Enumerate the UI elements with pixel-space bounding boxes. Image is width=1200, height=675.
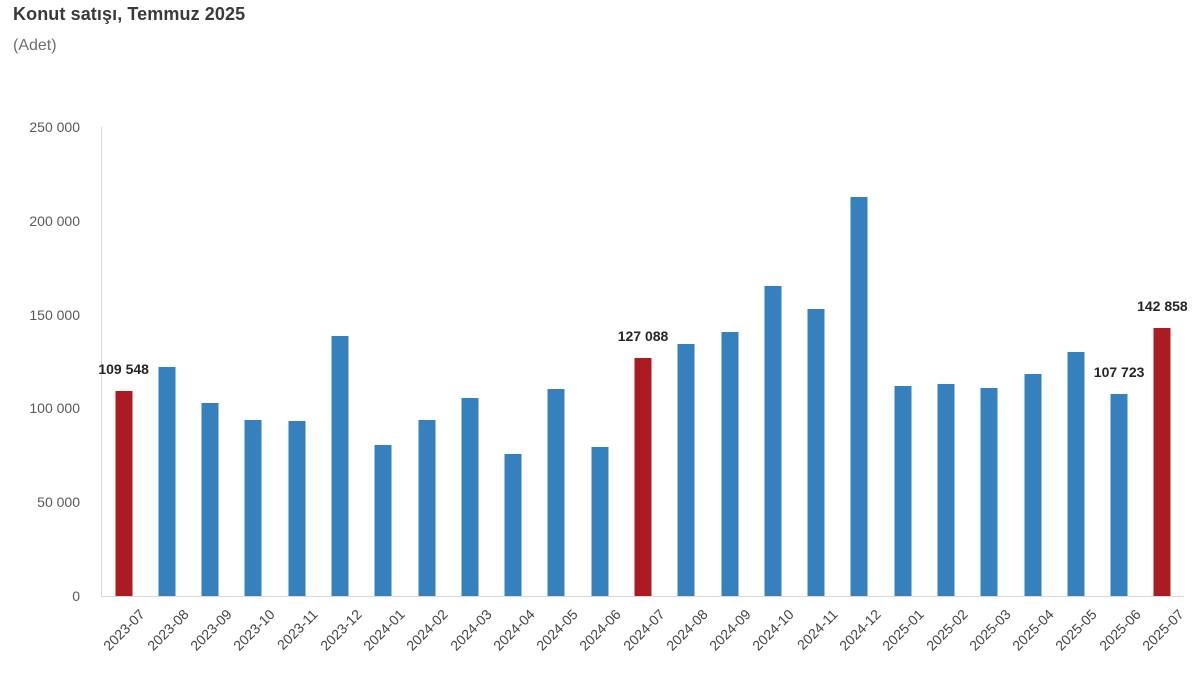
bar-value-label: 109 548: [98, 360, 149, 377]
x-axis-tick-label: 2023-07: [100, 606, 148, 654]
bar-slot: 2024-09: [706, 127, 754, 654]
bar-slot: 2023-10: [230, 127, 278, 654]
bar-slot: 2024-05: [533, 127, 581, 654]
x-axis-tick-label: 2025-06: [1095, 606, 1144, 654]
x-axis-tick-label: 2024-08: [662, 606, 711, 654]
x-axis-tick-label: 2023-12: [316, 606, 365, 654]
bar-slot: 2025-04: [1009, 127, 1057, 654]
bar: [374, 445, 392, 596]
x-axis-tick-label: 2023-10: [230, 606, 278, 654]
bar: [721, 331, 739, 596]
x-axis-tick-label: 2024-12: [836, 606, 884, 654]
bar: [1067, 352, 1085, 596]
x-axis-tick-label: 2025-02: [922, 606, 971, 654]
bar-slot: 2024-06: [576, 127, 624, 654]
bar-slot: 2025-02: [923, 127, 970, 654]
x-axis-tick-label: 2024-04: [489, 606, 538, 654]
x-axis-tick-label: 2024-03: [446, 606, 495, 654]
bar: [244, 420, 262, 596]
bar-slot: 107 723 2025-06: [1094, 127, 1145, 653]
x-axis-tick-label: 2025-04: [1009, 606, 1057, 654]
bar: [591, 447, 609, 596]
chart-title: Konut satışı, Temmuz 2025: [13, 4, 246, 24]
bar-value-label: 127 088: [617, 327, 669, 344]
bar: [937, 384, 955, 596]
bar: [980, 388, 998, 596]
x-axis-tick-label: 2023-08: [143, 606, 192, 654]
bar: [288, 420, 306, 596]
y-axis-tick-label: 100 000: [29, 400, 80, 417]
bar: [461, 398, 479, 596]
x-axis-tick-label: 2025-03: [965, 606, 1014, 654]
x-axis-tick-label: 2024-02: [403, 606, 451, 654]
y-axis-tick-label: 50 000: [37, 494, 80, 511]
bar-value-label: 142 858: [1137, 298, 1188, 314]
bar-slot: 109 548 2023-07: [98, 127, 149, 654]
x-axis-tick-label: 2024-11: [793, 606, 841, 653]
bar: [504, 454, 522, 596]
bar-value-label: 107 723: [1093, 363, 1145, 380]
bar: [764, 286, 782, 596]
bar-slot: 2024-01: [360, 127, 408, 654]
bar: [201, 403, 219, 596]
chart-unit-subtitle: (Adet): [13, 37, 57, 54]
x-axis-tick-label: 2024-06: [576, 606, 625, 654]
y-axis-tick-label: 250 000: [29, 119, 80, 135]
bar: [331, 336, 349, 596]
bar-highlighted: [634, 357, 652, 596]
bar: [677, 344, 695, 596]
x-axis-tick-label: 2025-01: [879, 606, 928, 654]
bar-highlighted: [115, 390, 133, 596]
x-axis-tick-label: 2025-07: [1139, 606, 1187, 654]
bar-slot: 2024-02: [403, 127, 451, 654]
bar-slot: 127 088 2024-07: [618, 127, 669, 654]
bar-slot: 2024-04: [490, 127, 537, 654]
bar-slot: 2024-03: [447, 127, 494, 654]
bar-slot: 2025-03: [966, 127, 1014, 654]
bar-slot: 2023-12: [317, 127, 364, 654]
x-axis-tick-label: 2024-05: [533, 606, 581, 654]
bar-slot: 2025-05: [1052, 127, 1100, 654]
bar: [850, 197, 868, 596]
x-axis-tick-label: 2024-07: [619, 606, 668, 654]
bar-chart-plot-area: 109 548 2023-07 2023-08 2023-09 2023-10 2023-…: [98, 127, 1188, 654]
x-axis-tick-label: 2024-09: [706, 606, 754, 654]
bar: [894, 385, 912, 596]
y-axis-tick-label: 0: [72, 588, 80, 604]
x-axis-tick-label: 2023-11: [274, 606, 322, 653]
bar: [547, 388, 565, 596]
bar: [418, 419, 436, 596]
y-axis: 0 50 000 100 000 150 000 200 000 250 000: [0, 119, 80, 604]
y-axis-tick-label: 150 000: [29, 306, 80, 323]
y-axis-tick-label: 200 000: [29, 212, 80, 229]
bar-slot: 2023-09: [187, 127, 235, 654]
bar-highlighted: [1153, 328, 1171, 596]
bar-slot: 2023-11: [274, 127, 321, 653]
bar: [807, 308, 825, 596]
bar-slot: 2024-10: [750, 127, 797, 654]
bar-slot: 142 858 2025-07: [1137, 127, 1188, 654]
x-axis-tick-label: 2025-05: [1052, 606, 1101, 654]
bar: [1110, 393, 1128, 596]
x-axis-tick-label: 2024-01: [359, 606, 408, 654]
bar-slot: 2024-12: [836, 127, 884, 654]
bar-slot: 2023-08: [144, 127, 191, 654]
bar-slot: 2025-01: [879, 127, 927, 654]
bar-slot: 2024-11: [794, 127, 840, 653]
bar: [158, 366, 176, 596]
bar: [1024, 373, 1042, 596]
bar-slot: 2024-08: [663, 127, 711, 654]
x-axis-tick-label: 2024-10: [749, 606, 798, 654]
x-axis-tick-label: 2023-09: [186, 606, 235, 654]
